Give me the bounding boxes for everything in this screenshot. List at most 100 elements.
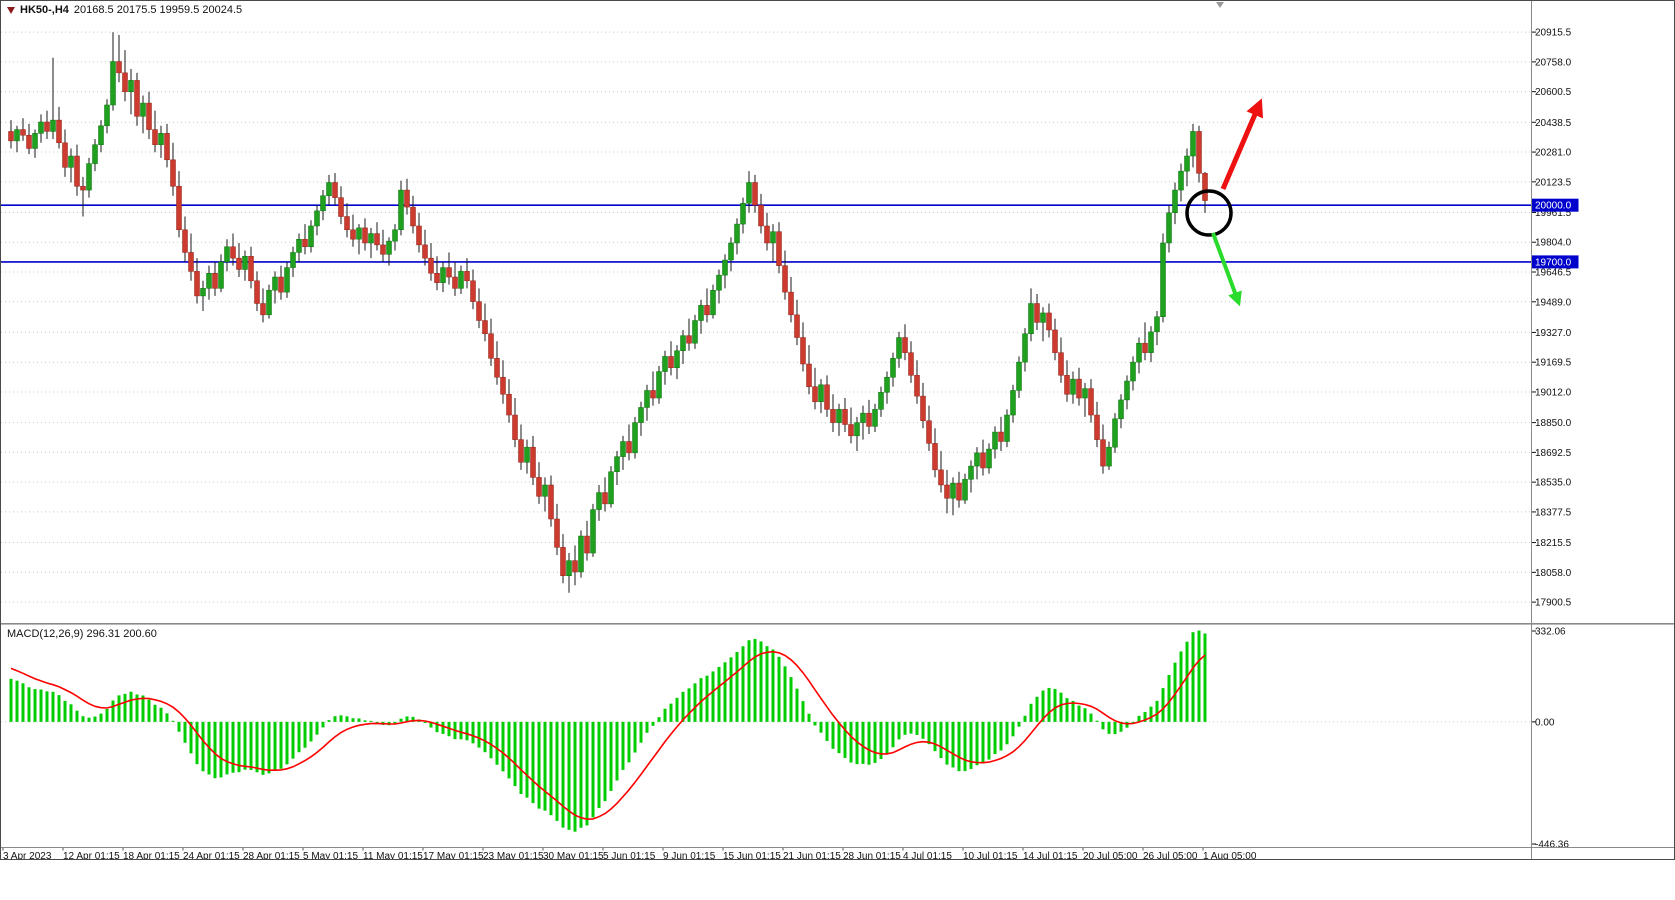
candle-body	[758, 204, 764, 227]
candlestick-chart[interactable]: 20915.5 20758.0 20600.5 20438.5 20281.0 20123…	[1, 1, 1674, 623]
macd-histogram-bar	[621, 721, 625, 770]
macd-histogram-bar	[759, 641, 763, 722]
candle-body	[482, 320, 488, 334]
candle-body	[746, 182, 752, 204]
bearish-arrow-annotation[interactable]	[1211, 232, 1242, 307]
macd-histogram-bar	[1077, 705, 1081, 722]
macd-histogram-bar	[849, 721, 853, 763]
candle-body	[230, 246, 236, 259]
candle-body	[8, 131, 14, 142]
time-tick-label: 20 Jul 05:00	[1083, 851, 1138, 860]
candle-body	[1004, 414, 1010, 442]
candle-body	[1094, 414, 1100, 440]
macd-histogram-bar	[147, 699, 151, 722]
macd-histogram-bar	[1131, 721, 1135, 723]
macd-histogram-bar	[441, 721, 445, 734]
candle-body	[104, 104, 110, 127]
macd-histogram-bar	[123, 693, 127, 722]
macd-histogram-bar	[345, 716, 349, 722]
candle-body	[1136, 342, 1142, 363]
time-tick-label: 5 Jun 01:15	[603, 851, 656, 860]
candle-body	[38, 121, 44, 134]
macd-histogram-bar	[1023, 715, 1027, 722]
candle-body	[146, 102, 152, 130]
candle-body	[362, 227, 368, 244]
candle-body	[764, 225, 770, 244]
candle-body	[1154, 316, 1160, 333]
macd-histogram-bar	[783, 666, 787, 722]
candle-body	[596, 492, 602, 510]
macd-histogram-bar	[183, 721, 187, 743]
macd-histogram-bar	[1203, 633, 1207, 722]
candle-body	[278, 276, 284, 293]
candle-body	[770, 231, 776, 244]
candle-body	[644, 390, 650, 408]
macd-histogram-bar	[1173, 662, 1177, 722]
candle-body	[50, 119, 56, 132]
price-tick-label: 17900.5	[1535, 598, 1572, 609]
macd-histogram-bar	[1107, 721, 1111, 734]
macd-histogram-bar	[315, 721, 319, 735]
macd-histogram-bar	[669, 703, 673, 722]
price-line-badge	[1531, 255, 1579, 269]
candle-body	[1196, 131, 1202, 174]
candle-body	[554, 518, 560, 548]
candle-body	[866, 412, 872, 427]
candle-body	[170, 159, 176, 187]
macd-histogram-bar	[219, 721, 223, 778]
macd-histogram-bar	[807, 713, 811, 722]
macd-histogram-bar	[1041, 690, 1045, 722]
candle-body	[986, 448, 992, 469]
macd-indicator-chart[interactable]: 332.06 0.00 -446.36	[1, 625, 1674, 847]
candle-body	[1028, 303, 1034, 334]
macd-histogram-bar	[891, 721, 895, 748]
macd-histogram-bar	[159, 707, 163, 722]
candle-body	[1022, 333, 1028, 363]
macd-histogram-bar	[1119, 721, 1123, 732]
candle-body	[902, 337, 908, 353]
candle-body	[1202, 173, 1208, 201]
macd-histogram-bar	[225, 721, 229, 775]
candle-body	[536, 477, 542, 497]
candle-body	[236, 257, 242, 270]
candle-body	[152, 129, 158, 145]
macd-histogram-bar	[393, 721, 397, 725]
macd-histogram-bar	[921, 721, 925, 739]
candle-body	[572, 560, 578, 573]
candle-body	[584, 535, 590, 554]
candle-body	[692, 320, 698, 344]
candle-body	[698, 305, 704, 321]
macd-histogram-bar	[735, 652, 739, 722]
candle-body	[1046, 312, 1052, 331]
price-tick-label: 19646.5	[1535, 268, 1572, 279]
bullish-arrow-annotation[interactable]	[1220, 98, 1264, 190]
macd-histogram-bar	[663, 708, 667, 722]
breakout-circle-annotation[interactable]	[1185, 189, 1233, 237]
candle-body	[782, 265, 788, 293]
candle-body	[440, 267, 446, 283]
candle-body	[878, 392, 884, 410]
macd-histogram-bar	[69, 704, 73, 722]
macd-histogram-bar	[267, 721, 271, 774]
macd-histogram-bar	[561, 721, 565, 828]
candle-body	[842, 409, 848, 425]
macd-histogram-bar	[489, 721, 493, 759]
macd-histogram-bar	[1185, 641, 1189, 722]
chart-shift-marker-icon	[1216, 2, 1224, 8]
time-tick-label: 24 Apr 01:15	[183, 851, 240, 860]
macd-histogram-bar	[603, 721, 607, 802]
macd-histogram-bar	[1047, 687, 1051, 722]
macd-histogram-bar	[321, 721, 325, 728]
candle-body	[854, 422, 860, 437]
macd-histogram-bar	[777, 656, 781, 722]
macd-histogram-bar	[957, 721, 961, 772]
candle-body	[710, 290, 716, 316]
macd-histogram-bar	[333, 716, 337, 722]
macd-histogram-bar	[429, 721, 433, 728]
pane-divider[interactable]	[1, 623, 1674, 625]
candle-body	[1112, 418, 1118, 448]
macd-histogram-bar	[903, 721, 907, 735]
candle-body	[398, 189, 404, 231]
macd-histogram-bar	[531, 721, 535, 804]
candle-body	[728, 242, 734, 261]
